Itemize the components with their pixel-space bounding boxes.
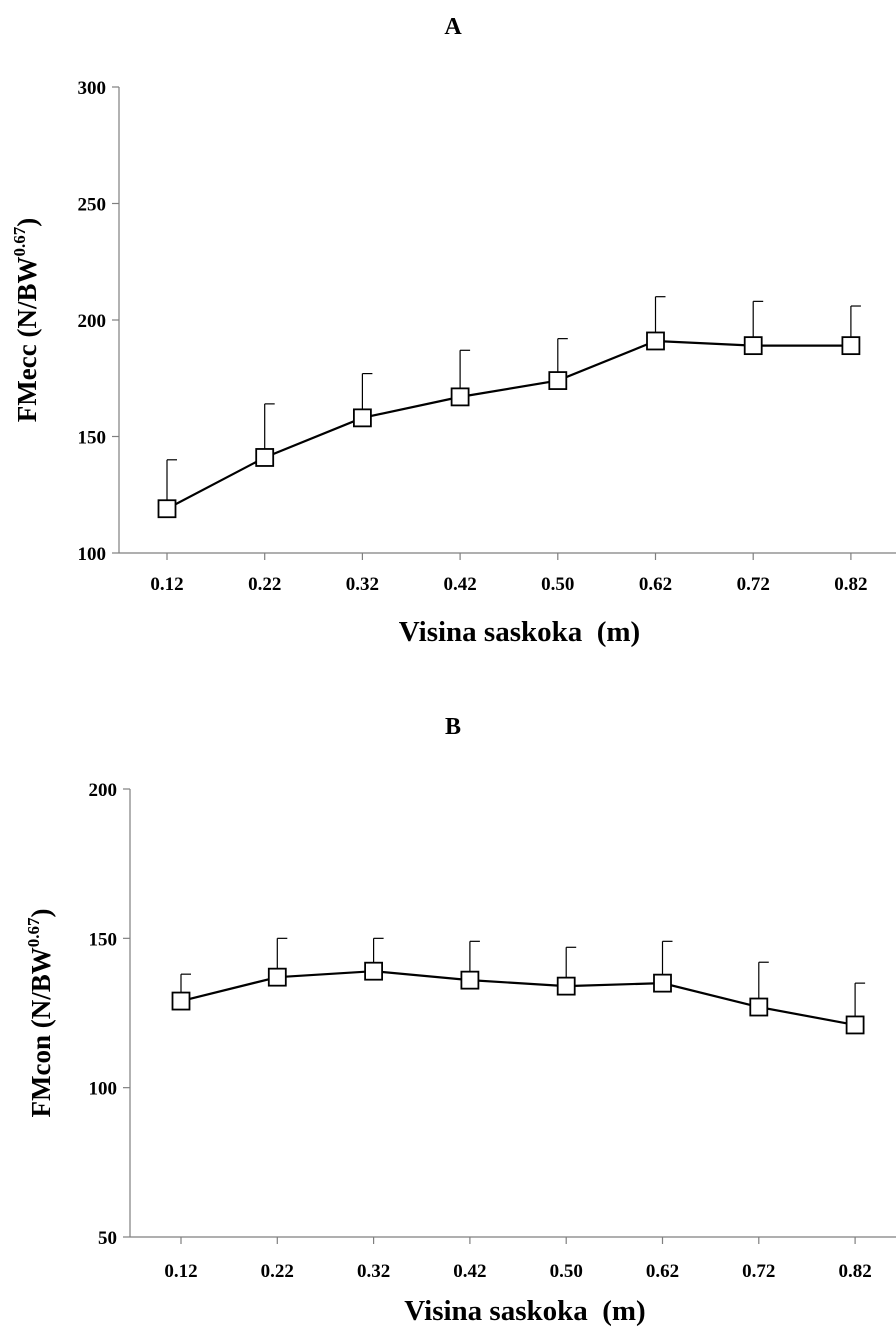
x-axis-label: Visina saskoka (m) [404,1295,645,1327]
chart-panel-b: B 50 100 150 200 0.12 0.22 0.32 0.42 0.50 0.62 0.72… [24,714,896,1327]
x-tick-label: 0.32 [346,574,379,595]
y-tick-label: 100 [89,1079,118,1100]
data-point-marker [267,967,287,987]
y-axis-label-close: ) [12,218,42,227]
x-axis-label: Visina saskoka (m) [399,616,640,648]
x-tick-label: 0.12 [150,574,183,595]
x-tick-label: 0.42 [443,574,476,595]
data-point-marker [352,408,372,428]
panel-label: B [445,714,461,740]
x-tick-label: 0.42 [453,1261,486,1282]
x-tick-label: 0.22 [248,574,281,595]
x-tick-label: 0.82 [834,574,867,595]
data-point-marker [157,499,177,519]
data-point-marker [556,976,576,996]
data-point-marker [450,387,470,407]
y-tick-label: 200 [89,780,118,801]
data-point-marker [171,991,191,1011]
data-point-marker [845,1015,865,1035]
data-point-marker [653,973,672,993]
y-tick-label: 250 [78,195,107,216]
y-axis-label-superscript: 0.67 [24,917,43,947]
y-tick-label: 150 [78,428,107,449]
data-point-marker [548,371,568,390]
x-tick-label: 0.72 [742,1261,775,1282]
y-axis-label: FMcon (N/BW0.67) [24,909,56,1118]
data-point-marker [749,997,769,1017]
x-tick-label: 0.22 [261,1261,294,1282]
data-point-marker [364,961,384,981]
series-line [180,970,856,1027]
y-axis-label-close: ) [26,909,56,918]
panel-label: A [444,14,462,40]
x-tick-label: 0.72 [737,574,770,595]
y-axis-label-main: FMcon (N/BW [26,947,56,1117]
series-line [166,339,851,510]
data-point-marker [646,331,665,351]
chart-panel-a: A 100 150 200 250 300 0.12 0.22 0.32 0.42 0.50 0.62… [10,14,896,648]
x-tick-label: 0.82 [838,1261,871,1282]
y-tick-label: 300 [78,78,107,99]
data-point-marker [255,448,275,467]
data-point-marker [841,336,861,356]
y-axis-label-main: FMecc (N/BW [12,257,42,423]
x-tick-label: 0.50 [550,1261,583,1282]
x-tick-label: 0.32 [357,1261,390,1282]
y-tick-label: 50 [98,1228,117,1249]
data-point-marker [460,970,480,990]
x-tick-label: 0.62 [639,574,672,595]
y-axis-label: FMecc (N/BW0.67) [10,218,42,422]
y-tick-label: 150 [89,929,118,950]
x-tick-label: 0.62 [646,1261,679,1282]
y-tick-label: 200 [78,311,107,332]
data-point-marker [743,336,763,356]
y-tick-label: 100 [78,544,107,565]
x-tick-label: 0.50 [541,574,574,595]
x-tick-label: 0.12 [164,1261,197,1282]
y-axis-label-superscript: 0.67 [10,226,29,256]
